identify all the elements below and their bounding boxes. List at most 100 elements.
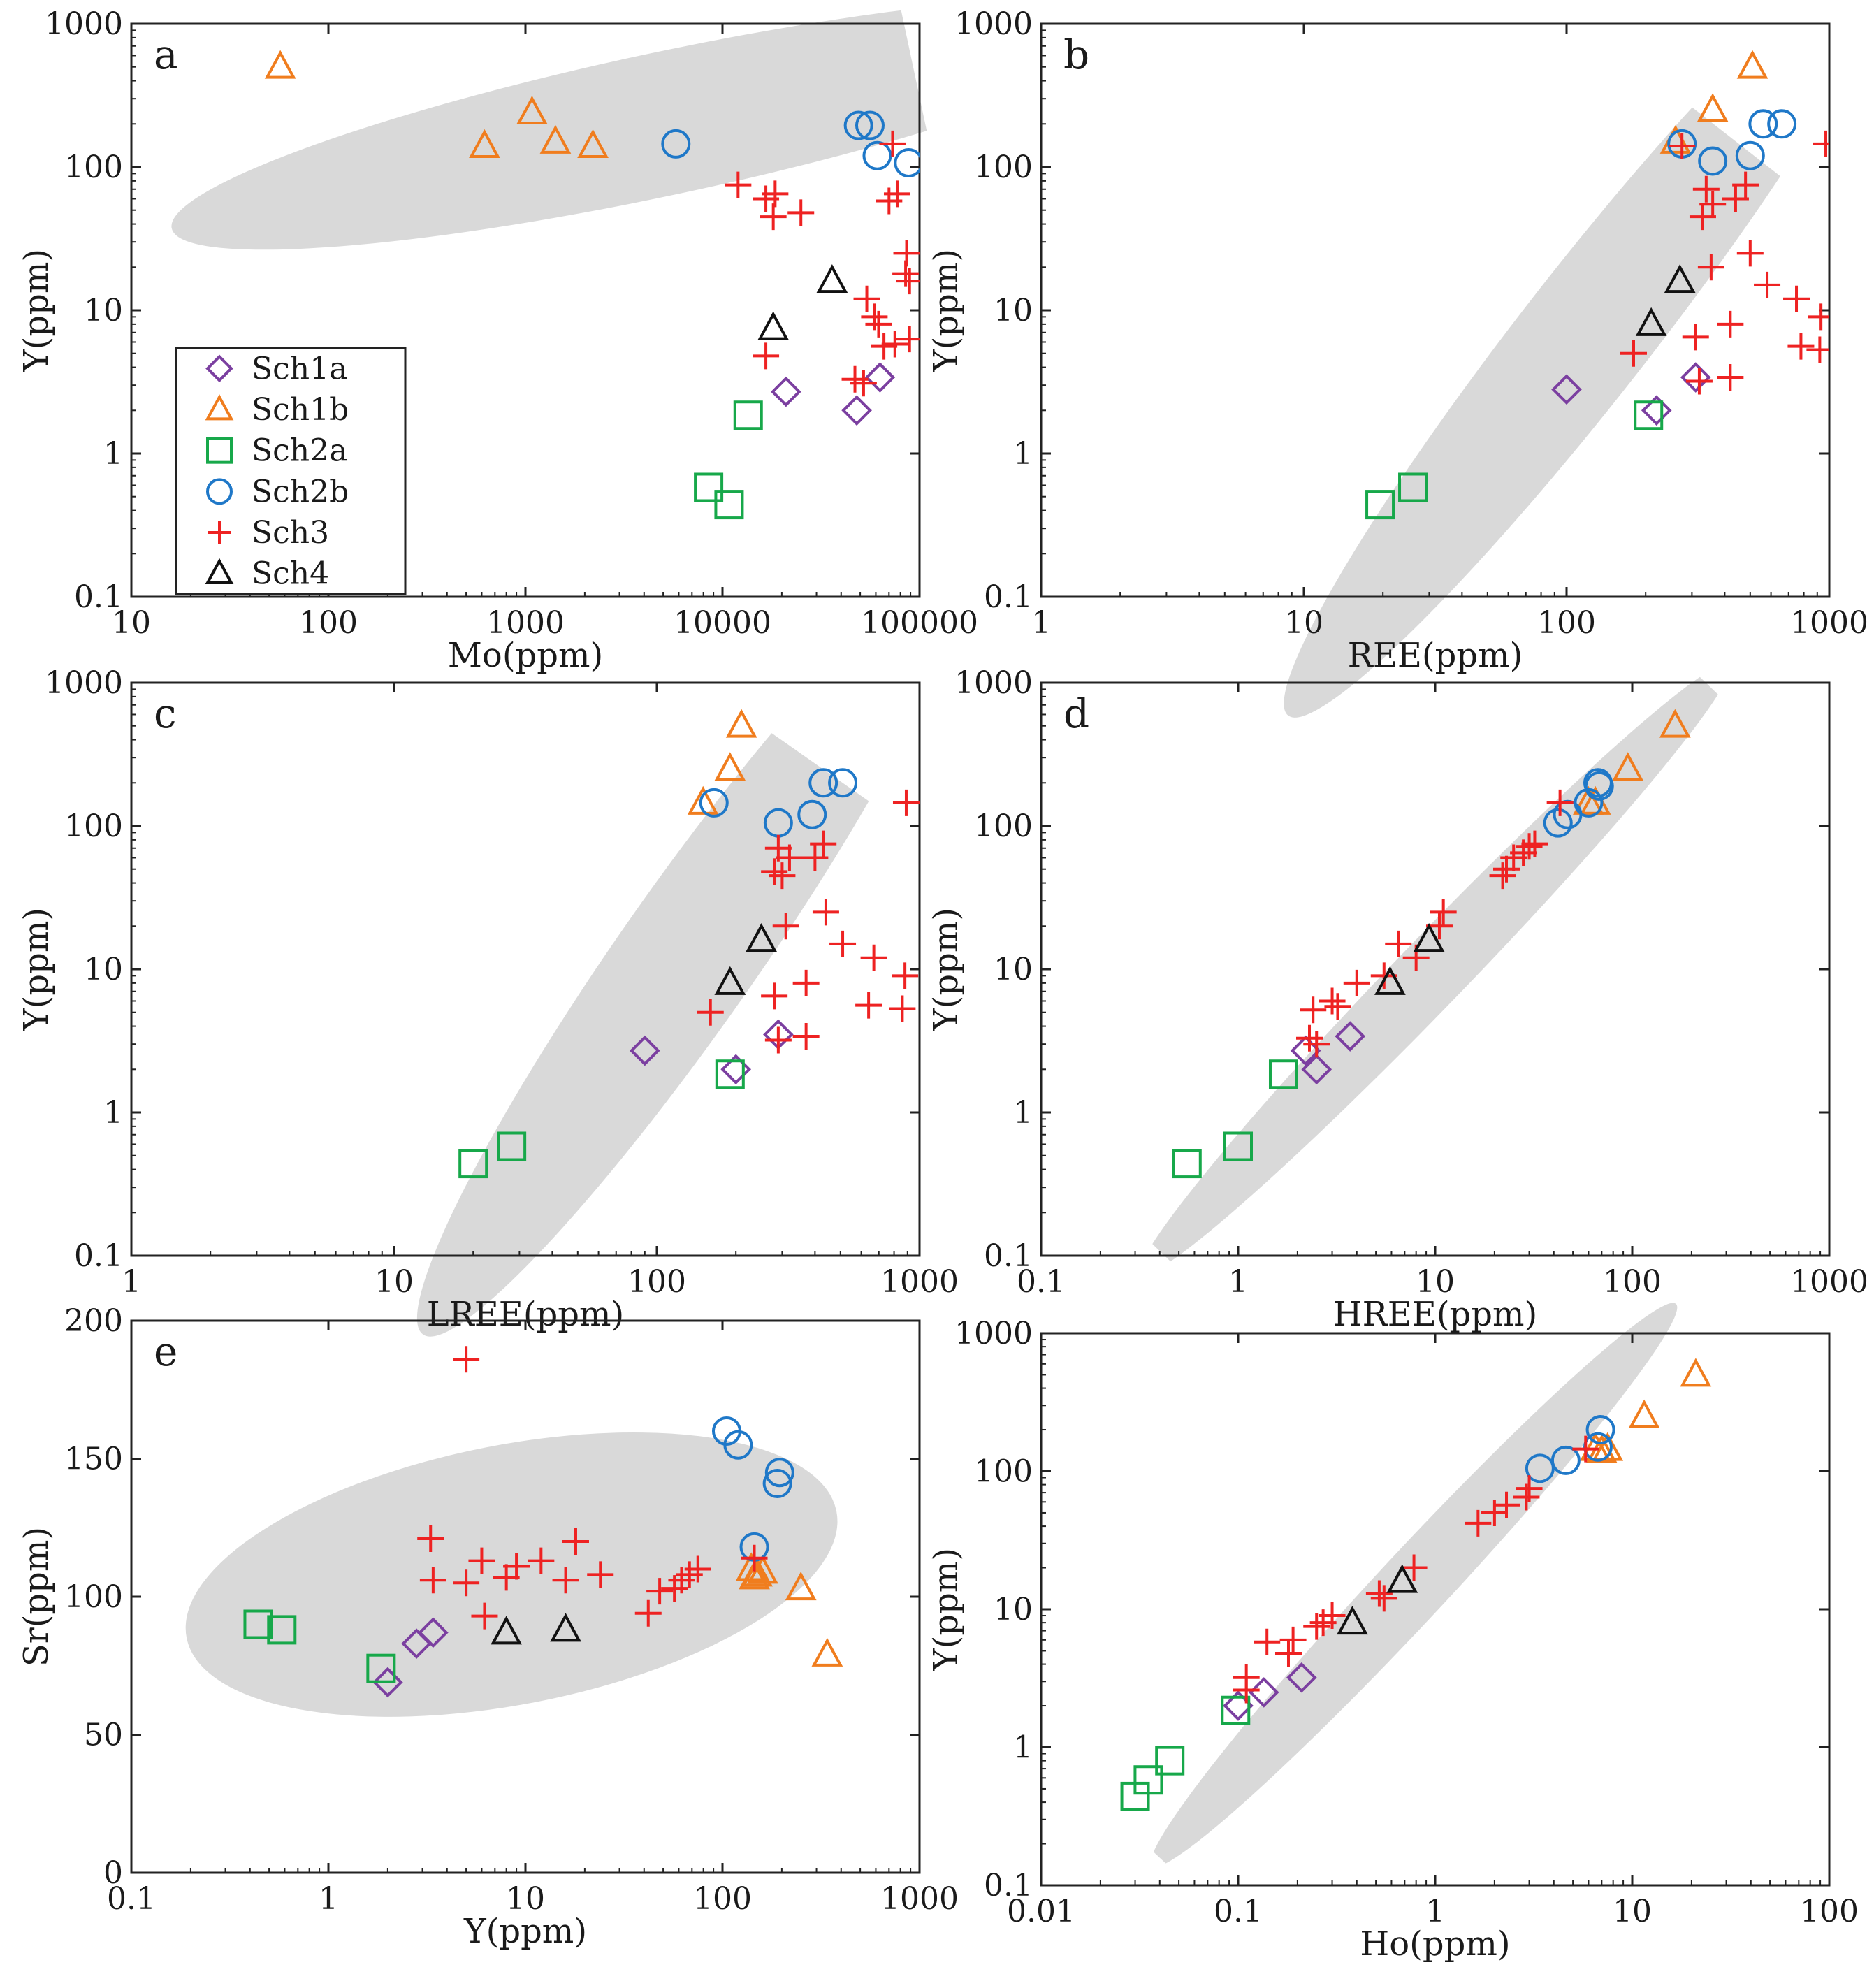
point-sch3 [471,1602,498,1630]
point-sch3 [1685,368,1713,395]
x-tick-label: 1000 [486,605,565,641]
y-tick-label: 1000 [45,6,123,42]
point-sch2a [714,490,744,520]
legend-label-sch3: Sch3 [252,515,329,551]
x-tick-label: 100 [1537,605,1596,641]
y-tick-label: 0.1 [984,1238,1033,1274]
point-sch2a [1221,1695,1251,1725]
point-sch2b [1698,146,1728,176]
legend-marker-sch3 [208,521,231,544]
point-sch2a [1133,1765,1163,1795]
point-sch3 [776,844,803,871]
point-sch2a [1268,1059,1298,1089]
x-tick-label: 1000 [880,1264,959,1300]
y-axis-label: Sr(ppm) [17,1527,56,1667]
point-sch1a [1290,1035,1321,1066]
data-points [243,1346,843,1698]
point-sch3 [684,1555,711,1583]
point-sch3 [417,1525,444,1553]
x-tick-label: 10 [506,1881,545,1917]
point-sch2a [715,1059,745,1089]
point-sch3 [697,999,724,1026]
point-sch3 [769,862,796,890]
y-tick-label: 100 [64,808,123,844]
legend-label-sch1b: Sch1b [252,392,349,428]
data-points [1365,50,1829,520]
point-sch2a [366,1653,396,1683]
point-sch2a [1365,490,1395,520]
y-tick-label: 1 [1013,436,1033,472]
y-tick-label: 150 [64,1442,123,1477]
point-sch3 [1546,789,1574,816]
legend: Sch1a Sch1b Sch2a Sch2b Sch3 Sch4 [175,347,407,595]
point-sch3 [1274,1639,1302,1667]
x-tick-label: 0.1 [1017,1264,1066,1300]
x-tick-label: 1000 [1790,605,1868,641]
y-axis-label: Y(ppm) [927,1548,966,1671]
point-sch3 [753,342,780,370]
point-sch1b [469,129,500,159]
point-sch3 [1717,364,1744,391]
point-sch2a [1172,1149,1202,1179]
point-sch3 [896,326,920,353]
point-sch3 [881,331,908,358]
point-sch3 [1787,333,1815,360]
point-sch3 [1692,175,1720,203]
point-sch1a [1641,395,1672,426]
y-tick-label: 0.1 [984,579,1033,615]
point-sch2b [855,110,885,140]
point-sch3 [1493,1491,1520,1518]
x-tick-label: 100 [1603,1264,1662,1300]
point-sch3 [1300,996,1327,1024]
point-sch3 [1430,899,1457,926]
legend-marker-sch1b [205,393,234,421]
legend-marker-sch4 [205,558,234,585]
x-tick-label: 10 [1416,1264,1455,1300]
y-tick-label: 100 [64,1579,123,1615]
x-axis-label: HREE(ppm) [1333,1295,1538,1334]
point-sch3 [503,1553,530,1580]
point-sch1b [1697,93,1729,122]
point-sch1b [741,1558,773,1587]
point-sch2a [243,1609,273,1639]
point-sch3 [871,333,898,360]
y-tick-label: 1 [1013,1095,1033,1131]
point-sch1b [687,785,719,815]
point-sch3 [562,1528,589,1555]
point-sch2a [1223,1131,1253,1161]
point-sch1b [516,95,548,125]
point-sch3 [1400,1554,1428,1581]
field-ellipse [1140,663,1731,1275]
point-sch3 [1493,855,1520,883]
point-sch3 [646,1578,674,1605]
point-sch3 [883,180,910,208]
point-sch1a [418,1617,449,1648]
point-sch3 [1717,310,1744,338]
y-tick-label: 10 [84,293,123,328]
point-sch3 [792,1023,820,1050]
point-sch3 [760,203,787,231]
point-sch1a [771,376,801,407]
point-sch3 [761,982,788,1010]
point-sch3 [801,844,829,871]
legend-marker-sch1a [205,354,233,383]
point-sch3 [853,285,880,312]
point-sch1b [577,129,609,159]
point-sch2b [1584,771,1614,801]
point-sch3 [1303,1613,1330,1640]
y-tick-label: 10 [994,1592,1033,1627]
point-sch2b [862,140,892,170]
x-tick-label: 0.1 [107,1881,156,1917]
point-sch4 [1386,1564,1418,1593]
point-sch3 [634,1599,662,1627]
x-tick-label: 1 [122,1264,141,1300]
data-points [1120,1358,1712,1811]
point-sch4 [746,923,777,952]
y-tick-label: 0 [103,1855,123,1891]
point-sch4 [1337,1606,1368,1635]
panel-a: 10 100 1000 10000 1000000.11101001000Mo(ppm)… [17,0,1012,675]
point-sch2b [764,1458,794,1488]
